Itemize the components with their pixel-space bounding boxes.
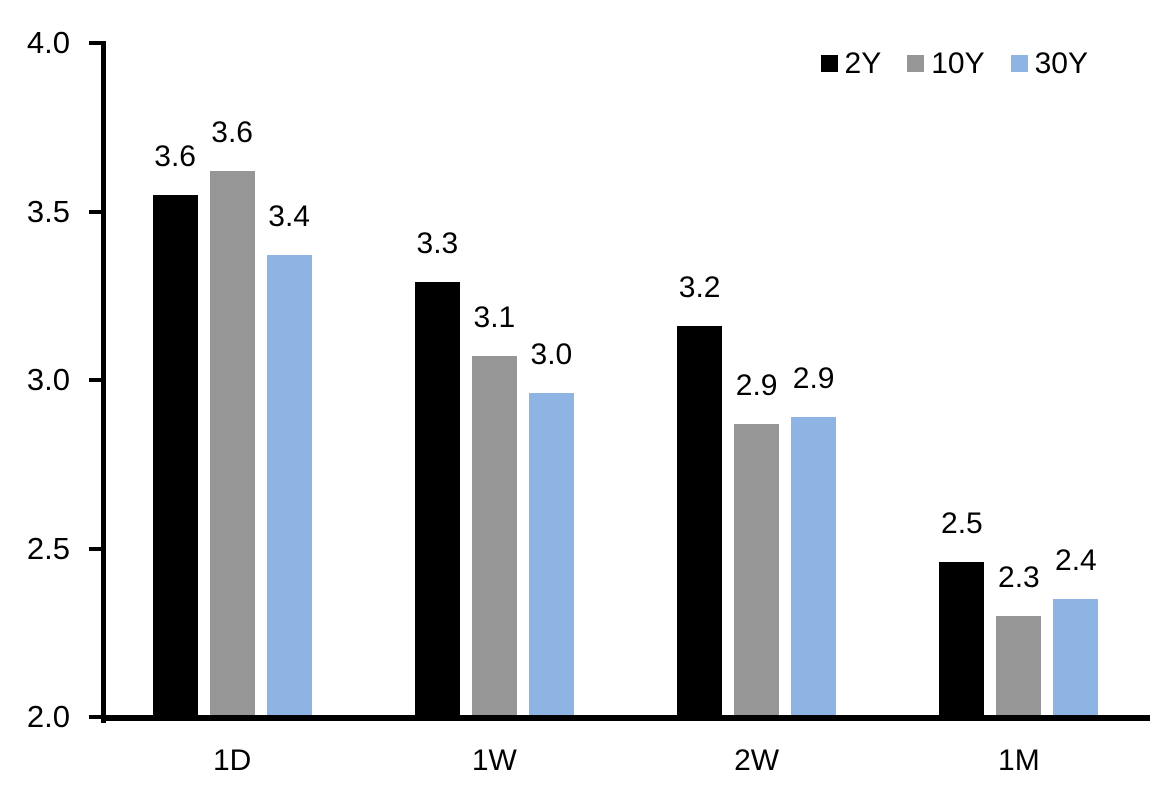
bar-30Y-1D [266,255,312,718]
bar-value-label: 3.3 [416,227,459,261]
bar-value-label: 2.9 [792,362,835,396]
bar-10Y-1D [209,171,255,718]
bar-2Y-2W [677,326,723,718]
bar-value-label: 3.6 [211,116,253,150]
legend-swatch-icon [1010,55,1028,72]
bar-10Y-1M [996,615,1042,718]
bar-10Y-2W [734,423,780,718]
x-axis-category-label: 1M [998,744,1040,777]
bar-value-label: 2.4 [1055,544,1097,578]
bar-value-label: 3.2 [678,271,721,305]
bar-30Y-2W [791,417,837,718]
y-axis-tick-label: 2.0 [26,699,70,734]
x-axis-category-label: 1D [212,744,252,777]
x-axis-category-label: 1W [471,744,517,777]
legend-swatch-icon [820,55,838,72]
legend-swatch-icon [907,55,925,72]
bar-value-label: 2.5 [941,506,983,540]
bar-2Y-1W [414,282,460,718]
bar-value-label: 2.9 [735,368,778,402]
bar-30Y-1M [1053,599,1099,718]
x-axis-category-label: 2W [734,744,780,777]
legend-series-label: 2Y [844,47,882,80]
bar-2Y-1D [152,194,198,718]
y-axis-tick-label: 3.5 [26,193,70,229]
y-axis-tick-label: 4.0 [26,25,70,60]
legend-item-30Y: 30Y [1010,47,1088,80]
x-axis-line [101,715,1150,721]
bar-value-label: 2.3 [998,560,1040,594]
legend: 2Y 10Y 30Y [820,47,1088,80]
y-axis-line [101,41,106,723]
legend-item-2Y: 2Y [820,47,882,80]
bar-value-label: 3.4 [268,200,310,234]
y-axis-tick-label: 3.0 [26,362,70,397]
y-axis-tick-mark [89,546,101,551]
y-axis-tick-mark [89,378,101,382]
legend-series-label: 10Y [931,47,985,80]
y-axis-tick-label: 2.5 [26,530,70,566]
bar-30Y-1W [528,393,574,718]
y-axis-tick-mark [89,41,101,45]
y-axis-tick-mark [89,209,101,214]
bar-value-label: 3.0 [530,338,573,372]
bar-10Y-1W [471,356,517,718]
bar-2Y-1M [939,561,985,718]
y-axis-tick-mark [89,715,101,719]
legend-series-label: 30Y [1034,47,1088,80]
bar-value-label: 3.6 [154,139,196,173]
bar-value-label: 3.1 [473,301,516,335]
legend-item-10Y: 10Y [907,47,985,80]
